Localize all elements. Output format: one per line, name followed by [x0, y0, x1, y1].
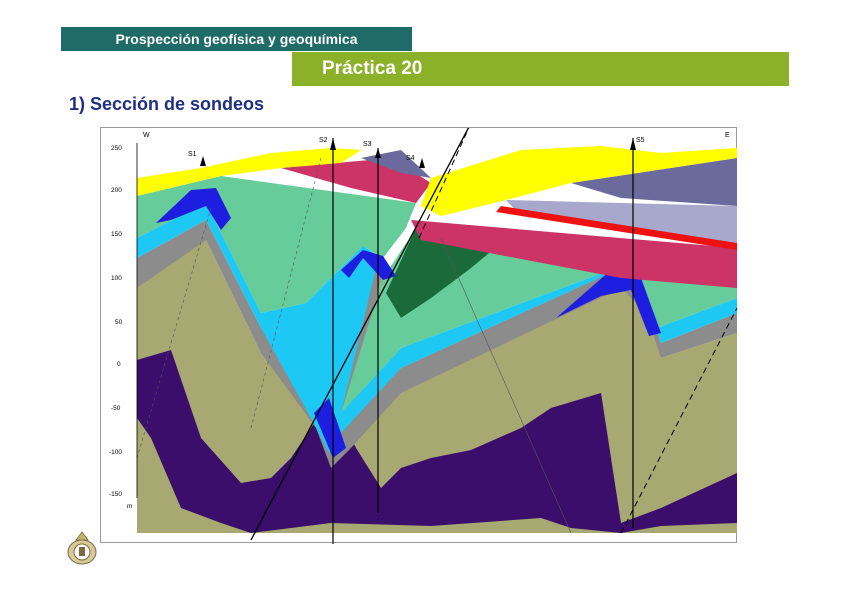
dashed-fault-upper [418, 128, 470, 239]
borehole-s4-marker [419, 158, 425, 168]
practice-title: Práctica 20 [322, 58, 423, 79]
thin-fault-a [440, 237, 572, 534]
thin-fault-b [136, 207, 212, 459]
y-tick-150: 150 [111, 231, 122, 238]
red-thin-layer [496, 206, 737, 250]
course-title: Prospección geofísica y geoquímica [115, 31, 358, 47]
borehole-s4-label: S4 [406, 155, 415, 162]
section-title: 1) Sección de sondeos [69, 94, 265, 114]
main-fault-line [250, 128, 470, 541]
y-tick-100: 100 [111, 275, 122, 282]
green-dark-wedge [386, 228, 501, 318]
blue-crest-right [556, 270, 661, 336]
borehole-s2-marker [330, 138, 336, 150]
dashed-fault-right [620, 307, 738, 534]
thin-fault-c [250, 157, 322, 429]
y-tick-minus-150: -150 [109, 491, 122, 498]
borehole-s3-label: S3 [363, 141, 372, 148]
y-tick-250: 250 [111, 145, 122, 152]
blue-crest-left [156, 188, 231, 230]
slate-layer-right [571, 158, 737, 206]
borehole-s5-marker [630, 138, 636, 150]
gray-layer [137, 220, 737, 468]
yellow-cover-right [421, 146, 737, 216]
yellow-cover-left [137, 148, 361, 196]
y-tick-0: 0 [117, 361, 121, 368]
borehole-s5-label: S5 [636, 137, 645, 144]
borehole-cross-section-figure: W E 250 200 150 100 50 0 -50 -100 -150 m… [100, 127, 738, 544]
blue-trough [314, 398, 346, 458]
blue-crest-mid [341, 250, 396, 280]
borehole-s1-marker [200, 156, 206, 166]
course-title-banner: Prospección geofísica y geoquímica [61, 27, 412, 51]
magenta-layer-right [411, 220, 737, 288]
y-tick-200: 200 [111, 187, 122, 194]
practice-title-banner: Práctica 20 [292, 52, 789, 86]
green-light-layer [137, 176, 416, 313]
west-label: W [143, 132, 150, 139]
purple-basement [137, 350, 737, 533]
university-seal-icon [64, 530, 100, 571]
y-tick-minus-50: -50 [111, 405, 121, 412]
borehole-s1-label: S1 [188, 151, 197, 158]
y-tick-50: 50 [115, 319, 123, 326]
borehole-s2-label: S2 [319, 137, 328, 144]
east-label: E [725, 132, 730, 139]
unit-label: m [127, 503, 132, 510]
borehole-s3-marker [375, 148, 381, 158]
y-tick-minus-100: -100 [109, 449, 122, 456]
cross-section-svg: W E 250 200 150 100 50 0 -50 -100 -150 m… [109, 128, 738, 544]
